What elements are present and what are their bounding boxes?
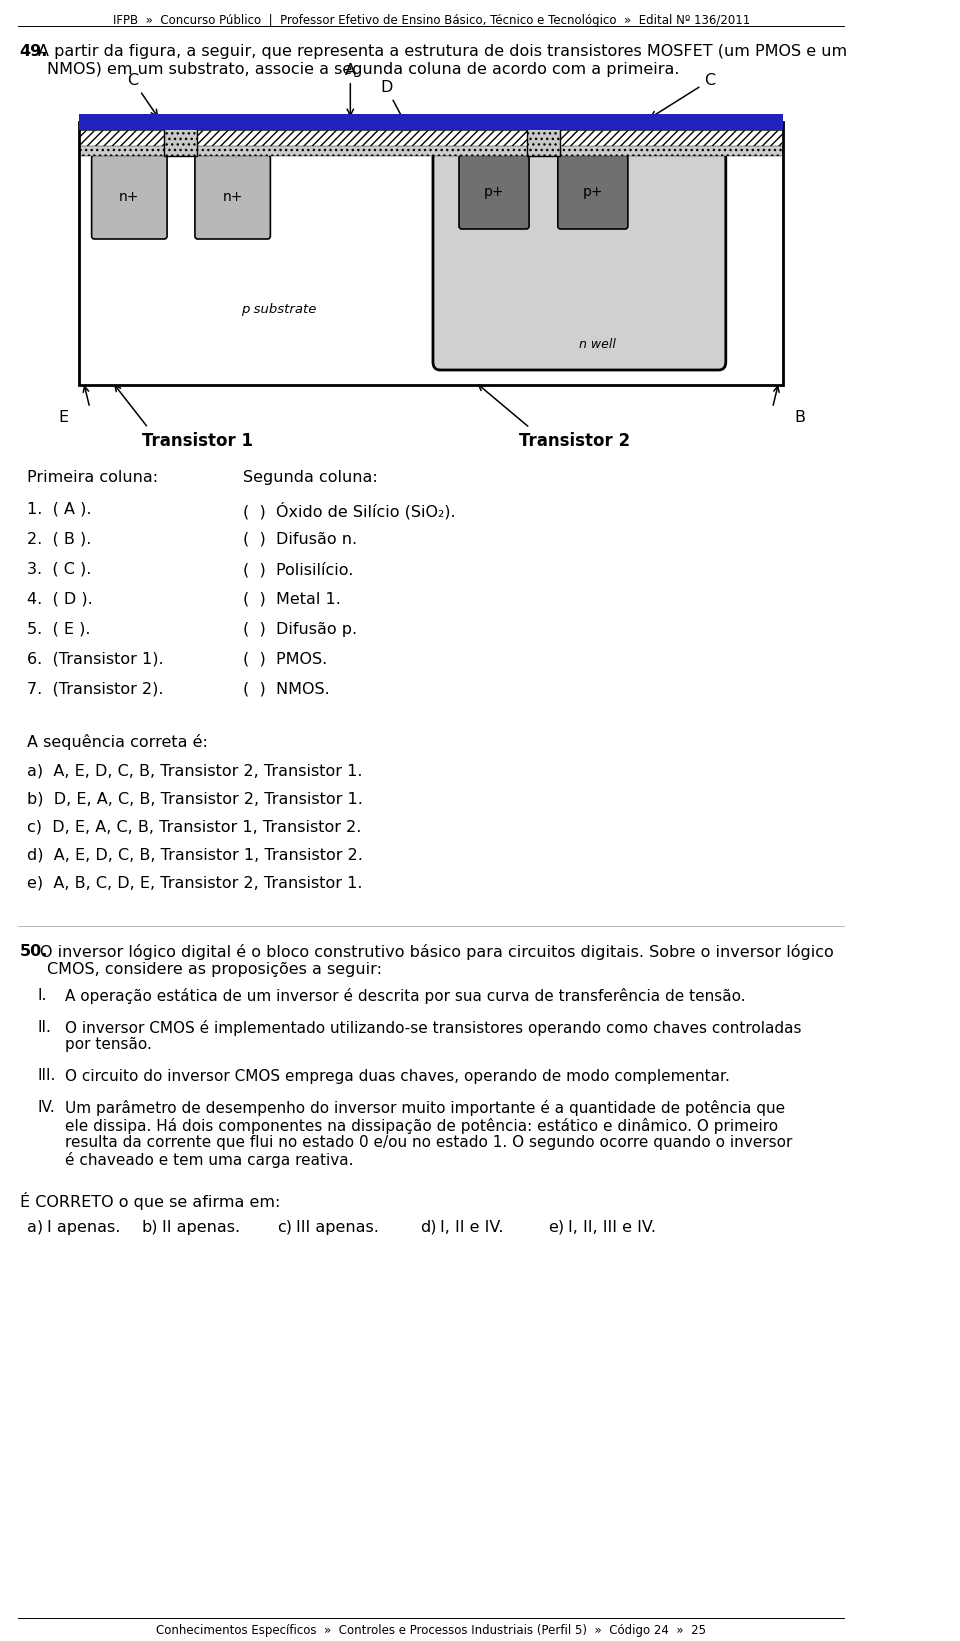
Text: III apenas.: III apenas. (297, 1219, 379, 1236)
Text: (  )  Difusão n.: ( ) Difusão n. (243, 532, 357, 546)
Text: II apenas.: II apenas. (161, 1219, 240, 1236)
Text: (  )  Óxido de Silício (SiO₂).: ( ) Óxido de Silício (SiO₂). (243, 502, 455, 520)
Text: I, II, III e IV.: I, II, III e IV. (567, 1219, 656, 1236)
Text: Transistor 1: Transistor 1 (142, 432, 253, 450)
Text: A sequência correta é:: A sequência correta é: (27, 734, 207, 750)
Text: IFPB  »  Concurso Público  |  Professor Efetivo de Ensino Básico, Técnico e Tecn: IFPB » Concurso Público | Professor Efet… (112, 15, 750, 26)
Text: p+: p+ (583, 185, 603, 199)
Text: c): c) (276, 1219, 292, 1236)
Text: 49.: 49. (20, 44, 48, 59)
Text: 3.  ( C ).: 3. ( C ). (27, 561, 91, 578)
Text: (  )  Polisilício.: ( ) Polisilício. (243, 561, 353, 578)
Text: é chaveado e tem uma carga reativa.: é chaveado e tem uma carga reativa. (64, 1152, 353, 1168)
Text: C: C (651, 72, 715, 118)
Text: II.: II. (37, 1019, 52, 1034)
Text: O inversor lógico digital é o bloco construtivo básico para circuitos digitais. : O inversor lógico digital é o bloco cons… (39, 944, 833, 960)
Text: NMOS) em um substrato, associe a segunda coluna de acordo com a primeira.: NMOS) em um substrato, associe a segunda… (47, 62, 680, 77)
Bar (79, 121, 783, 386)
Text: B: B (794, 410, 805, 425)
Text: (  )  Metal 1.: ( ) Metal 1. (243, 592, 341, 607)
Text: (  )  Difusão p.: ( ) Difusão p. (243, 622, 357, 637)
Text: e): e) (548, 1219, 564, 1236)
Text: I, II e IV.: I, II e IV. (440, 1219, 504, 1236)
Text: É CORRETO o que se afirma em:: É CORRETO o que se afirma em: (20, 1191, 280, 1209)
Text: c)  D, E, A, C, B, Transistor 1, Transistor 2.: c) D, E, A, C, B, Transistor 1, Transist… (27, 820, 361, 835)
FancyBboxPatch shape (558, 154, 628, 230)
Text: Um parâmetro de desempenho do inversor muito importante é a quantidade de potênc: Um parâmetro de desempenho do inversor m… (64, 1099, 784, 1116)
Bar (164, 117, 197, 156)
Text: A operação estática de um inversor é descrita por sua curva de transferência de : A operação estática de um inversor é des… (64, 988, 745, 1004)
FancyBboxPatch shape (459, 154, 529, 230)
FancyBboxPatch shape (433, 149, 726, 369)
Text: n+: n+ (119, 190, 139, 203)
Text: O inversor CMOS é implementado utilizando-se transistores operando como chaves c: O inversor CMOS é implementado utilizand… (64, 1019, 802, 1035)
Text: III.: III. (37, 1068, 56, 1083)
Text: IV.: IV. (37, 1099, 56, 1114)
Bar (79, 146, 783, 156)
Text: d): d) (420, 1219, 437, 1236)
Text: C: C (128, 72, 157, 117)
Text: ele dissipa. Há dois componentes na dissipação de potência: estático e dinâmico.: ele dissipa. Há dois componentes na diss… (64, 1118, 778, 1134)
Text: 50.: 50. (20, 944, 48, 958)
Text: por tensão.: por tensão. (64, 1037, 152, 1052)
Text: D: D (380, 80, 411, 135)
Text: (  )  NMOS.: ( ) NMOS. (243, 683, 329, 697)
Text: d)  A, E, D, C, B, Transistor 1, Transistor 2.: d) A, E, D, C, B, Transistor 1, Transist… (27, 848, 363, 863)
FancyBboxPatch shape (91, 154, 167, 240)
Text: I apenas.: I apenas. (47, 1219, 120, 1236)
Text: a)  A, E, D, C, B, Transistor 2, Transistor 1.: a) A, E, D, C, B, Transistor 2, Transist… (27, 765, 363, 779)
Text: 5.  ( E ).: 5. ( E ). (27, 622, 90, 637)
Text: A partir da figura, a seguir, que representa a estrutura de dois transistores MO: A partir da figura, a seguir, que repres… (37, 44, 847, 59)
Text: I.: I. (37, 988, 47, 1003)
Text: Transistor 2: Transistor 2 (519, 432, 631, 450)
Bar (79, 130, 783, 146)
Text: 4.  ( D ).: 4. ( D ). (27, 592, 93, 607)
Text: 6.  (Transistor 1).: 6. (Transistor 1). (27, 651, 163, 666)
FancyBboxPatch shape (195, 154, 271, 240)
Text: 7.  (Transistor 2).: 7. (Transistor 2). (27, 683, 163, 697)
Text: b)  D, E, A, C, B, Transistor 2, Transistor 1.: b) D, E, A, C, B, Transistor 2, Transist… (27, 793, 363, 807)
Text: resulta da corrente que flui no estado 0 e/ou no estado 1. O segundo ocorre quan: resulta da corrente que flui no estado 0… (64, 1136, 792, 1150)
Bar (79, 113, 783, 130)
Text: b): b) (142, 1219, 158, 1236)
Text: 2.  ( B ).: 2. ( B ). (27, 532, 91, 546)
Bar (79, 113, 783, 130)
Text: n+: n+ (223, 190, 243, 203)
Text: a): a) (27, 1219, 43, 1236)
Text: O circuito do inversor CMOS emprega duas chaves, operando de modo complementar.: O circuito do inversor CMOS emprega duas… (64, 1068, 730, 1083)
Text: e)  A, B, C, D, E, Transistor 2, Transistor 1.: e) A, B, C, D, E, Transistor 2, Transist… (27, 876, 363, 891)
Text: CMOS, considere as proposições a seguir:: CMOS, considere as proposições a seguir: (47, 962, 382, 976)
Text: Conhecimentos Específicos  »  Controles e Processos Industriais (Perfil 5)  »  C: Conhecimentos Específicos » Controles e … (156, 1625, 707, 1638)
Text: A: A (345, 62, 356, 115)
Text: (  )  PMOS.: ( ) PMOS. (243, 651, 326, 666)
Bar (527, 117, 560, 156)
Bar (79, 112, 783, 391)
Text: p+: p+ (484, 185, 504, 199)
Text: E: E (59, 410, 68, 425)
Text: Primeira coluna:: Primeira coluna: (27, 469, 158, 486)
Text: Segunda coluna:: Segunda coluna: (243, 469, 377, 486)
Text: n well: n well (579, 338, 615, 351)
Text: 1.  ( A ).: 1. ( A ). (27, 502, 91, 517)
Text: p substrate: p substrate (241, 304, 316, 317)
